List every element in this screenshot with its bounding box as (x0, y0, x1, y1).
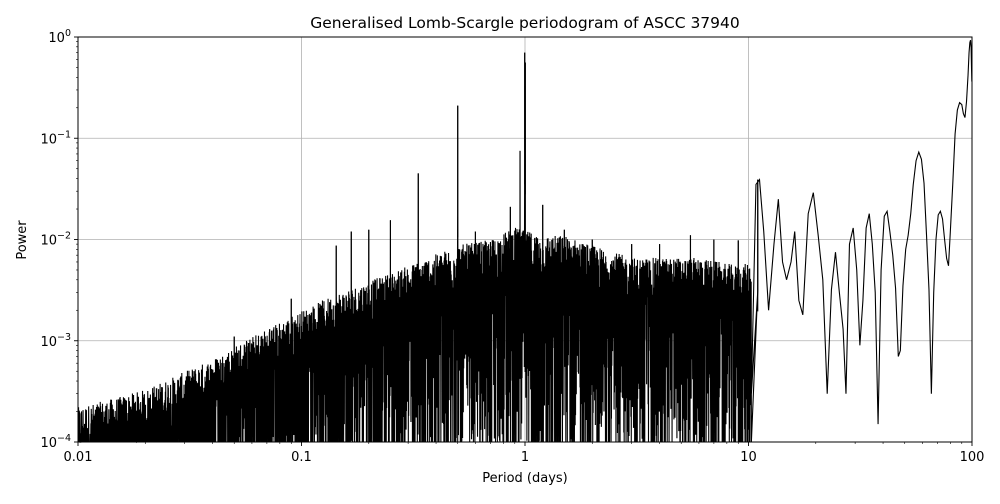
x-tick-label: 10 (740, 450, 757, 465)
series-layer (77, 40, 973, 444)
axis-ticks: 0.01 0.1 1 10 100 10−4 10−3 10−2 10−1 100 (40, 28, 984, 465)
x-axis-label: Period (days) (482, 471, 568, 486)
x-tick-label: 1 (521, 450, 529, 465)
y-tick-label: 10−1 (40, 129, 71, 147)
x-tick-label: 0.1 (291, 450, 312, 465)
y-tick-label: 10−4 (40, 433, 71, 451)
x-tick-label: 100 (960, 450, 985, 465)
y-tick-label: 10−3 (40, 332, 71, 350)
y-tick-label: 100 (48, 28, 71, 46)
x-tick-label: 0.01 (64, 450, 93, 465)
y-axis-label: Power (15, 220, 30, 260)
chart-title: Generalised Lomb-Scargle periodogram of … (310, 14, 740, 32)
y-tick-label: 10−2 (40, 231, 71, 249)
